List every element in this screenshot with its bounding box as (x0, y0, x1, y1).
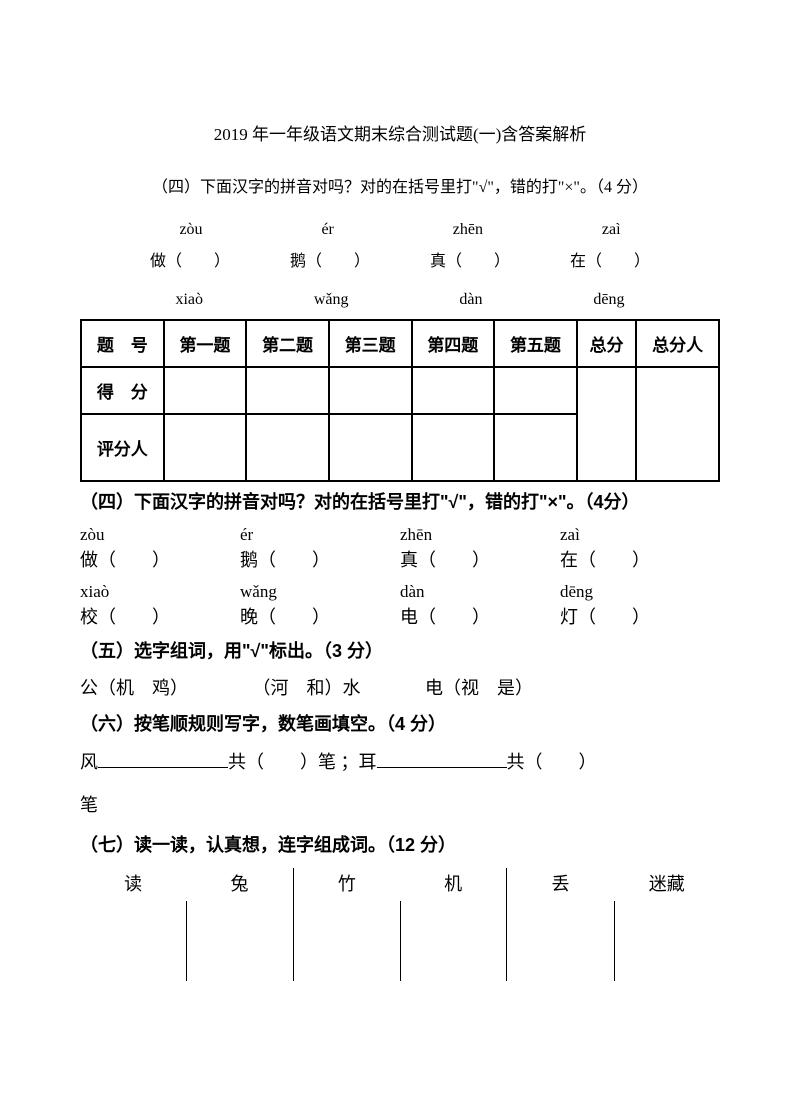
match-cell: 丢 (507, 868, 613, 901)
char-cell: 校（ ） (80, 604, 240, 631)
pinyin-cell: zhēn (400, 525, 560, 545)
top-char-row: 做（ ） 鹅（ ） 真（ ） 在（ ） (80, 247, 720, 271)
q6-mid: 共（ ）笔 ；耳 (228, 752, 377, 772)
page-title: 2019 年一年级语文期末综合测试题(一)含答案解析 (80, 120, 720, 145)
th-q2: 第二题 (246, 320, 329, 367)
th-label: 题 号 (81, 320, 164, 367)
match-cell: 迷藏 (614, 868, 720, 901)
q7-row: 读 兔 竹 机 丢 迷藏 (80, 868, 720, 901)
q7-heading: （七）读一读，认真想，连字组成词。（12 分） (80, 831, 720, 860)
q4-chars2: 校（ ） 晚（ ） 电（ ） 灯（ ） (80, 604, 720, 631)
row-label-score: 得 分 (81, 367, 164, 414)
q5-heading: （五）选字组词，用"√"标出。（3 分） (80, 637, 720, 666)
char-cell: 晚（ ） (240, 604, 400, 631)
th-q3: 第三题 (329, 320, 412, 367)
char-cell: 鹅（ ） (240, 547, 400, 574)
table-header-row: 题 号 第一题 第二题 第三题 第四题 第五题 总分 总分人 (81, 320, 719, 367)
char-cell: 真（ ） (400, 547, 560, 574)
q6-char1: 风 (80, 752, 98, 772)
char-cell: 在（ ） (560, 547, 720, 574)
th-q5: 第五题 (494, 320, 577, 367)
pinyin-cell: ér (321, 221, 333, 239)
q6-line1: 风 共（ ）笔 ；耳 共（ ） (80, 746, 720, 778)
score-table: 题 号 第一题 第二题 第三题 第四题 第五题 总分 总分人 得 分 评分人 (80, 319, 720, 482)
blank-line (377, 752, 507, 768)
match-cell: 机 (400, 868, 507, 901)
char-cell: 做（ ） (80, 547, 240, 574)
char-cell: 电（ ） (400, 604, 560, 631)
pinyin-cell: wǎng (314, 291, 349, 309)
top-pinyin-row1: zòu ér zhēn zaì (80, 221, 720, 239)
match-cell: 读 (80, 868, 186, 901)
th-q4: 第四题 (412, 320, 495, 367)
th-total: 总分 (577, 320, 637, 367)
q5-item: 公（机 鸡） (80, 678, 188, 698)
q4-pinyin1: zòu ér zhēn zaì (80, 525, 720, 545)
q6-end: 共（ ） (507, 752, 597, 772)
pinyin-cell: wǎng (240, 582, 400, 602)
pinyin-cell: dàn (400, 582, 560, 602)
match-cell: 兔 (186, 868, 293, 901)
pinyin-cell: zaì (560, 525, 720, 545)
q4-chars1: 做（ ） 鹅（ ） 真（ ） 在（ ） (80, 547, 720, 574)
char-cell: 真（ ） (430, 247, 510, 271)
pinyin-cell: xiaò (80, 582, 240, 602)
pinyin-cell: zòu (179, 221, 202, 239)
pinyin-cell: xiaò (175, 291, 203, 309)
pinyin-cell: zhēn (453, 221, 483, 239)
blank-line (98, 752, 228, 768)
q4-heading: （四）下面汉字的拼音对吗？对的在括号里打"√"，错的打"×"。（4分） (80, 488, 720, 517)
match-cell: 竹 (294, 868, 400, 901)
table-row: 得 分 (81, 367, 719, 414)
char-cell: 在（ ） (570, 247, 650, 271)
pinyin-cell: dēng (560, 582, 720, 602)
char-cell: 做（ ） (150, 247, 230, 271)
pinyin-cell: dēng (593, 291, 624, 309)
q7-lines (80, 901, 720, 981)
char-cell: 鹅（ ） (290, 247, 370, 271)
q6-line2: 笔 (80, 789, 720, 821)
top-pinyin-row2: xiaò wǎng dàn dēng (80, 291, 720, 309)
char-cell: 灯（ ） (560, 604, 720, 631)
pinyin-cell: zòu (80, 525, 240, 545)
q6-heading: （六）按笔顺规则写字，数笔画填空。（4 分） (80, 710, 720, 739)
q5-item: （河 和）水 (253, 678, 361, 698)
q4-pinyin2: xiaò wǎng dàn dēng (80, 582, 720, 602)
th-scorer: 总分人 (636, 320, 719, 367)
q5-item: 电（视 是） (425, 678, 533, 698)
q5-items: 公（机 鸡） （河 和）水 电（视 是） (80, 674, 720, 700)
th-q1: 第一题 (164, 320, 247, 367)
row-label-grader: 评分人 (81, 414, 164, 481)
pinyin-cell: zaì (602, 221, 621, 239)
top-subtitle: （四）下面汉字的拼音对吗？对的在括号里打"√"，错的打"×"。（4 分） (80, 173, 720, 197)
pinyin-cell: dàn (459, 291, 482, 309)
pinyin-cell: ér (240, 525, 400, 545)
